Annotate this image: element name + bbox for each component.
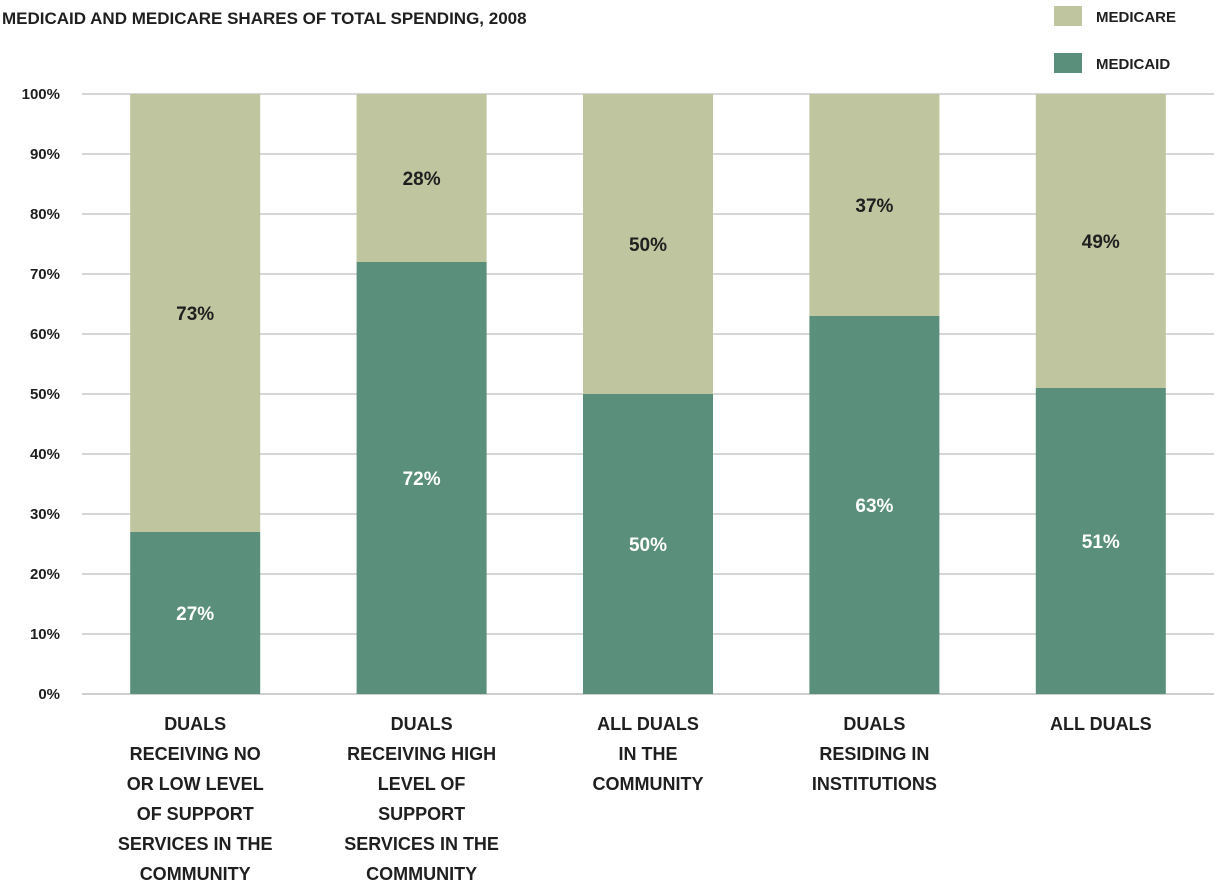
data-label-medicaid: 27% xyxy=(176,604,214,625)
bar-medicare xyxy=(583,94,713,394)
bar-medicare xyxy=(809,94,940,316)
legend: MEDICARE MEDICAID xyxy=(1054,6,1176,73)
y-tick-label: 30% xyxy=(30,506,60,523)
category-label-line: COMMUNITY xyxy=(593,774,704,794)
data-label-medicare: 49% xyxy=(1082,232,1120,253)
category-label: DUALS RESIDING IN INSTITUTIONS xyxy=(812,714,937,794)
bar-medicare xyxy=(1035,94,1166,388)
data-label-medicaid: 50% xyxy=(629,535,667,556)
y-tick-label: 40% xyxy=(30,446,60,463)
data-label-medicaid: 72% xyxy=(403,469,441,490)
legend-swatch-medicaid xyxy=(1054,53,1082,73)
category-label-line: RECEIVING HIGH xyxy=(347,744,496,764)
y-tick-label: 20% xyxy=(30,566,60,583)
category-label-line: ALL DUALS xyxy=(1050,714,1152,734)
category-label: DUALS RECEIVING HIGH LEVEL OF SUPPORT SERVIC… xyxy=(344,714,499,884)
category-label-line: ALL DUALS xyxy=(597,714,699,734)
legend-swatch-medicare xyxy=(1054,6,1082,26)
category-label-line: DUALS xyxy=(843,714,905,734)
category-label-line: INSTITUTIONS xyxy=(812,774,937,794)
bar-medicaid xyxy=(356,262,487,694)
y-tick-label: 70% xyxy=(30,266,60,283)
y-tick-label: 80% xyxy=(30,206,60,223)
category-label: ALL DUALS IN THE COMMUNITY xyxy=(593,714,704,794)
category-label-line: DUALS xyxy=(164,714,226,734)
data-label-medicare: 28% xyxy=(403,169,441,190)
y-tick-label: 100% xyxy=(22,86,60,103)
bar-medicaid xyxy=(130,532,261,694)
legend-label-medicare: MEDICARE xyxy=(1096,9,1176,26)
y-axis-ticks: 0% 10% 20% 30% 40% 50% 60% 70% 80% 90% 100% xyxy=(22,86,60,703)
category-label-line: OR LOW LEVEL xyxy=(127,774,264,794)
bar-medicare xyxy=(130,94,261,532)
y-tick-label: 50% xyxy=(30,386,60,403)
category-label-line: RECEIVING NO xyxy=(130,744,261,764)
bar-medicaid xyxy=(809,316,940,694)
category-label-line: LEVEL OF xyxy=(378,774,466,794)
category-label-line: OF SUPPORT xyxy=(137,804,254,824)
category-label-line: IN THE xyxy=(618,744,677,764)
y-tick-label: 90% xyxy=(30,146,60,163)
bars xyxy=(130,94,1166,694)
data-label-medicare: 50% xyxy=(629,235,667,256)
bar-medicare xyxy=(356,94,487,262)
y-tick-label: 10% xyxy=(30,626,60,643)
bar-medicaid xyxy=(1035,388,1166,694)
data-label-medicaid: 51% xyxy=(1082,532,1120,553)
y-tick-label: 60% xyxy=(30,326,60,343)
category-label: ALL DUALS xyxy=(1050,714,1152,734)
bar-medicaid xyxy=(583,394,713,694)
data-labels: 27% 73% 72% 28% 50% 50% 63% 37% 51% 49% xyxy=(176,169,1120,625)
y-tick-label: 0% xyxy=(38,686,60,703)
category-label-line: SERVICES IN THE xyxy=(118,834,273,854)
category-label-line: SUPPORT xyxy=(378,804,465,824)
category-label-line: DUALS xyxy=(391,714,453,734)
chart-title: MEDICAID AND MEDICARE SHARES OF TOTAL SP… xyxy=(2,9,527,28)
category-label-line: COMMUNITY xyxy=(140,864,251,884)
data-label-medicare: 73% xyxy=(176,304,214,325)
category-label-line: SERVICES IN THE xyxy=(344,834,499,854)
category-label-line: COMMUNITY xyxy=(366,864,477,884)
legend-label-medicaid: MEDICAID xyxy=(1096,56,1170,73)
category-label: DUALS RECEIVING NO OR LOW LEVEL OF SUPPORT S… xyxy=(118,714,273,884)
data-label-medicaid: 63% xyxy=(855,496,893,517)
category-label-line: RESIDING IN xyxy=(819,744,929,764)
data-label-medicare: 37% xyxy=(855,196,893,217)
x-axis-categories: DUALS RECEIVING NO OR LOW LEVEL OF SUPPORT S… xyxy=(118,714,1152,884)
